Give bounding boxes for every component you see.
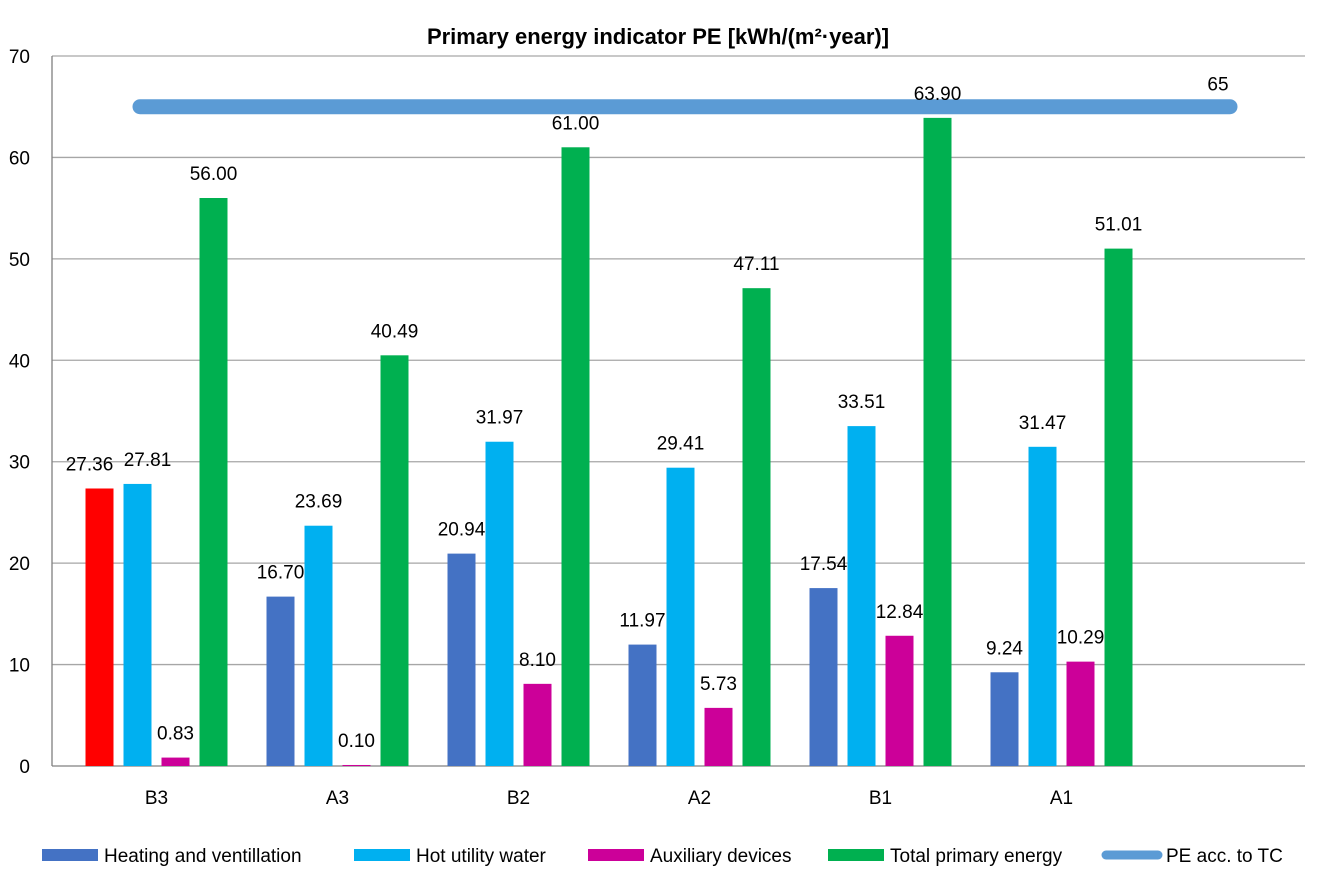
legend-item-auxiliary-devices: Auxiliary devices	[588, 846, 792, 867]
data-label: 0.10	[338, 731, 375, 752]
data-label: 27.36	[66, 454, 114, 475]
bar-auxiliary-devices	[704, 707, 733, 766]
data-label: 47.11	[733, 254, 779, 275]
data-label: 11.97	[619, 611, 665, 632]
bar-heating-and-ventillation	[447, 553, 476, 766]
x-tick-label: A2	[688, 788, 711, 809]
data-label: 9.24	[986, 638, 1023, 659]
data-label: 31.47	[1019, 413, 1067, 434]
bar-hot-utility-water	[485, 441, 514, 766]
data-label: 12.84	[876, 602, 924, 623]
bar-heating-and-ventillation	[85, 488, 114, 766]
bar-total-primary-energy	[923, 117, 952, 766]
data-label: 51.01	[1095, 215, 1143, 236]
bar-auxiliary-devices	[1066, 661, 1095, 766]
bar-auxiliary-devices	[523, 683, 552, 766]
legend-item-heating-and-ventillation: Heating and ventillation	[42, 846, 302, 867]
data-label: 31.97	[476, 408, 524, 429]
legend-swatch	[42, 849, 98, 861]
grid-lines	[52, 55, 1305, 666]
chart-title: Primary energy indicator PE [kWh/(m²·yea…	[427, 24, 889, 49]
bar-total-primary-energy	[199, 198, 228, 766]
y-tick-label: 50	[9, 250, 30, 271]
data-label: 23.69	[295, 492, 343, 513]
data-label: 27.81	[124, 450, 172, 471]
bar-hot-utility-water	[304, 525, 333, 766]
legend: Heating and ventillation Hot utility wate…	[42, 846, 1283, 867]
bar-total-primary-energy	[561, 147, 590, 767]
y-tick-label: 60	[9, 148, 30, 169]
legend-swatch	[354, 849, 410, 861]
data-label: 63.90	[914, 84, 962, 105]
data-label: 29.41	[657, 434, 705, 455]
x-tick-label: B2	[507, 788, 530, 809]
y-tick-label: 30	[9, 453, 30, 474]
legend-label: PE acc. to TC	[1166, 846, 1283, 867]
data-label: 56.00	[190, 164, 238, 185]
data-label: 8.10	[519, 650, 556, 671]
legend-swatch	[588, 849, 644, 861]
data-label: 40.49	[371, 321, 419, 342]
bar-heating-and-ventillation	[266, 596, 295, 766]
bar-hot-utility-water	[666, 467, 695, 766]
data-label: 20.94	[438, 520, 486, 541]
bar-auxiliary-devices	[885, 635, 914, 766]
x-tick-label: B1	[869, 788, 892, 809]
y-tick-label: 10	[9, 656, 30, 677]
x-tick-label: B3	[145, 788, 168, 809]
bar-auxiliary-devices	[161, 757, 190, 766]
data-label: 17.54	[800, 554, 848, 575]
data-label: 16.70	[257, 563, 305, 584]
bar-total-primary-energy	[742, 288, 771, 766]
y-tick-label: 0	[19, 757, 30, 778]
legend-label: Hot utility water	[416, 846, 547, 867]
y-tick-label: 20	[9, 554, 30, 575]
bars	[85, 117, 1133, 767]
x-tick-label: A3	[326, 788, 349, 809]
y-tick-label: 70	[9, 47, 30, 68]
legend-label: Auxiliary devices	[650, 846, 792, 867]
data-label: 0.83	[157, 724, 194, 745]
x-tick-label: A1	[1050, 788, 1073, 809]
reference-line-label: 65	[1207, 75, 1228, 96]
legend-swatch	[828, 849, 884, 861]
data-label: 33.51	[838, 392, 886, 413]
bar-hot-utility-water	[847, 426, 876, 766]
legend-item-hot-utility-water: Hot utility water	[354, 846, 547, 867]
axes: 0 10 20 30 40 50 60 70 B3 A3 B2 A2 B1 A1	[9, 47, 1305, 809]
data-labels: 27.36 27.81 0.83 56.00 16.70 23.69 0.10 40.49 20…	[66, 75, 1229, 752]
legend-label: Total primary energy	[890, 846, 1063, 867]
bar-heating-and-ventillation	[628, 644, 657, 766]
data-label: 5.73	[700, 674, 737, 695]
legend-item-total-primary-energy: Total primary energy	[828, 846, 1063, 867]
bar-hot-utility-water	[123, 483, 152, 766]
data-label: 61.00	[552, 113, 600, 134]
legend-item-pe-acc-to-tc: PE acc. to TC	[1101, 846, 1283, 867]
bar-auxiliary-devices	[342, 764, 371, 766]
bar-hot-utility-water	[1028, 446, 1057, 766]
data-label: 10.29	[1057, 628, 1105, 649]
legend-label: Heating and ventillation	[104, 846, 302, 867]
bar-heating-and-ventillation	[809, 588, 838, 766]
y-tick-label: 40	[9, 351, 30, 372]
bar-heating-and-ventillation	[990, 672, 1019, 766]
bar-total-primary-energy	[1104, 248, 1133, 766]
bar-total-primary-energy	[380, 355, 409, 766]
